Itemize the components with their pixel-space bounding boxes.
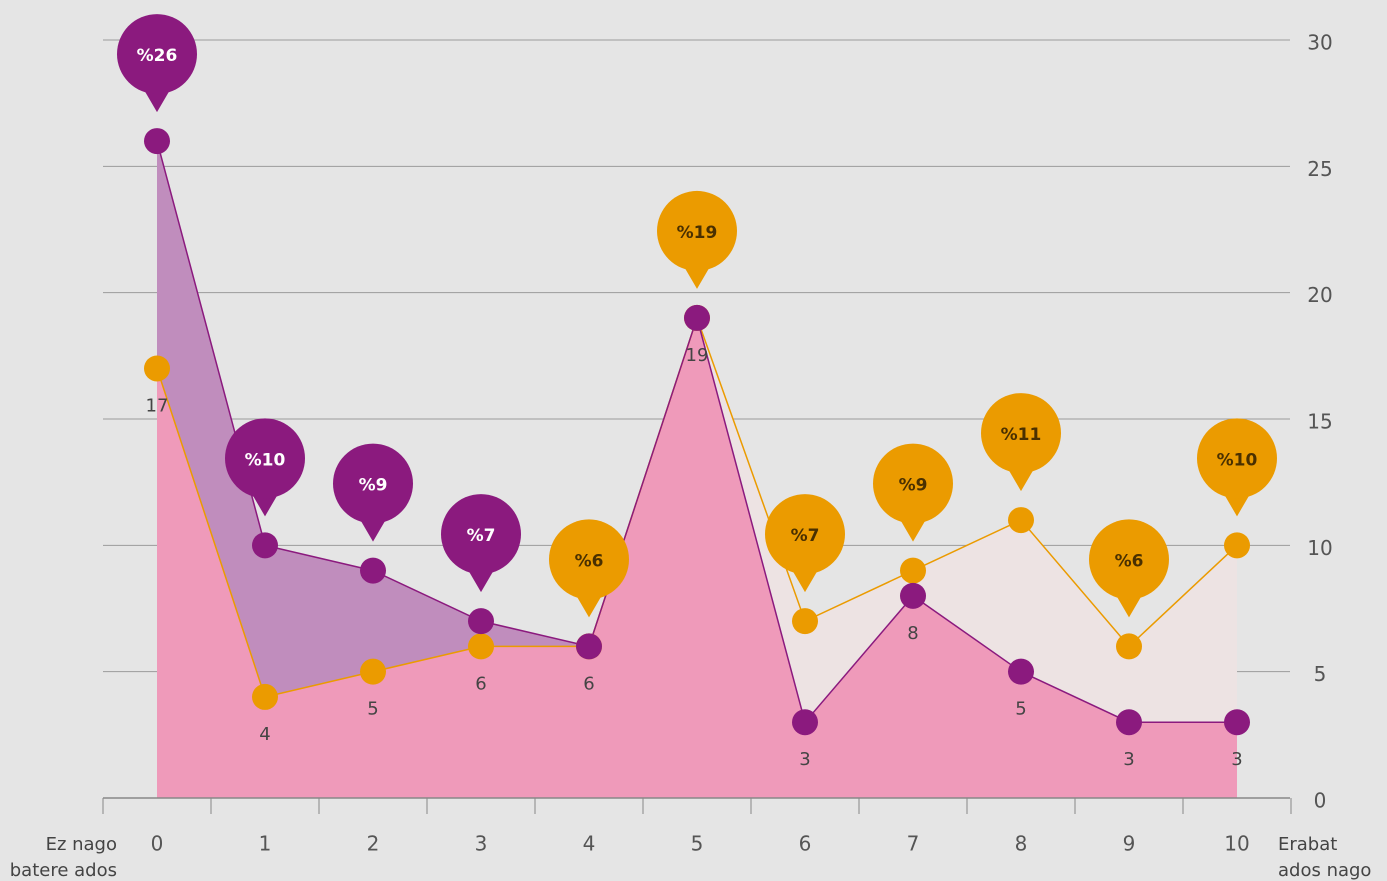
- y-tick-label: 25: [1307, 157, 1332, 181]
- y-tick-label: 0: [1314, 789, 1327, 813]
- data-label: %6: [1115, 551, 1144, 571]
- data-point: [900, 582, 926, 609]
- data-point: [144, 128, 170, 155]
- data-label: 4: [259, 724, 270, 745]
- label-bubble: [251, 492, 279, 517]
- data-label: 5: [367, 699, 378, 720]
- data-point: [684, 304, 710, 331]
- label-bubble: [225, 418, 305, 499]
- label-bubble: [117, 14, 197, 95]
- data-point: [1116, 709, 1142, 736]
- x-tick-label: 5: [691, 832, 704, 856]
- data-label: %11: [1001, 425, 1042, 445]
- data-point: [468, 633, 494, 660]
- x-tick-label: 0: [151, 832, 164, 856]
- data-label: %9: [359, 476, 388, 496]
- data-point: [1008, 507, 1034, 534]
- data-label: %19: [677, 223, 718, 243]
- label-bubble: [1007, 467, 1035, 492]
- data-point: [792, 608, 818, 635]
- x-tick-label: 10: [1224, 832, 1249, 856]
- label-bubble: [683, 264, 711, 289]
- data-point: [1224, 532, 1250, 559]
- label-bubble: [467, 568, 495, 593]
- axis-end-label: ados nago: [1278, 860, 1371, 881]
- label-bubble: [657, 190, 737, 271]
- data-label: 3: [1231, 749, 1242, 770]
- x-tick-label: 9: [1123, 832, 1136, 856]
- data-label: 8: [907, 623, 918, 644]
- area-upper: [697, 317, 1237, 798]
- label-bubble: [575, 593, 603, 618]
- data-label: %26: [137, 46, 178, 66]
- y-tick-label: 10: [1307, 536, 1332, 560]
- data-label: %7: [467, 526, 496, 546]
- label-bubble: [143, 88, 171, 113]
- label-bubble: [1089, 519, 1169, 600]
- label-bubble: [359, 517, 387, 542]
- data-label: 3: [1123, 749, 1134, 770]
- area-upper: [157, 141, 697, 799]
- x-tick-label: 1: [259, 832, 272, 856]
- label-bubble: [899, 517, 927, 542]
- data-label: 6: [475, 673, 486, 694]
- axis-end-label: Ez nago: [46, 834, 117, 855]
- x-tick-label: 4: [583, 832, 596, 856]
- label-bubble: [765, 494, 845, 575]
- x-tick-label: 8: [1015, 832, 1028, 856]
- label-bubble: [1223, 492, 1251, 517]
- data-label: %6: [575, 551, 604, 571]
- data-point: [1116, 633, 1142, 660]
- data-point: [360, 658, 386, 685]
- data-point: [1224, 709, 1250, 736]
- data-label: %10: [245, 450, 286, 470]
- x-tick-label: 7: [907, 832, 920, 856]
- y-tick-label: 20: [1307, 283, 1332, 307]
- data-point: [900, 557, 926, 584]
- data-label: 3: [799, 749, 810, 770]
- x-tick-label: 2: [367, 832, 380, 856]
- data-label: 19: [686, 345, 709, 366]
- data-label: 17: [146, 395, 169, 416]
- label-bubble: [791, 568, 819, 593]
- area-lower: [157, 317, 1237, 798]
- data-label: 6: [583, 673, 594, 694]
- data-point: [252, 532, 278, 559]
- data-label: %7: [791, 526, 820, 546]
- data-point: [1008, 658, 1034, 685]
- data-point: [144, 355, 170, 382]
- label-bubble: [1115, 593, 1143, 618]
- x-tick-label: 6: [799, 832, 812, 856]
- y-tick-label: 5: [1314, 662, 1327, 686]
- y-tick-label: 30: [1307, 31, 1332, 55]
- data-point: [576, 633, 602, 660]
- axis-end-label: Erabat: [1278, 834, 1337, 855]
- data-label: %9: [899, 476, 928, 496]
- data-point: [468, 608, 494, 635]
- data-point: [360, 557, 386, 584]
- data-point: [252, 683, 278, 710]
- data-label: 5: [1015, 699, 1026, 720]
- label-bubble: [549, 519, 629, 600]
- x-tick-label: 3: [475, 832, 488, 856]
- y-tick-label: 15: [1307, 410, 1332, 434]
- data-label: %10: [1217, 450, 1258, 470]
- label-bubble: [1197, 418, 1277, 499]
- data-point: [792, 709, 818, 736]
- label-bubble: [333, 443, 413, 524]
- label-bubble: [441, 494, 521, 575]
- label-bubble: [981, 393, 1061, 474]
- label-bubble: [873, 443, 953, 524]
- axis-end-label: batere ados: [10, 860, 117, 881]
